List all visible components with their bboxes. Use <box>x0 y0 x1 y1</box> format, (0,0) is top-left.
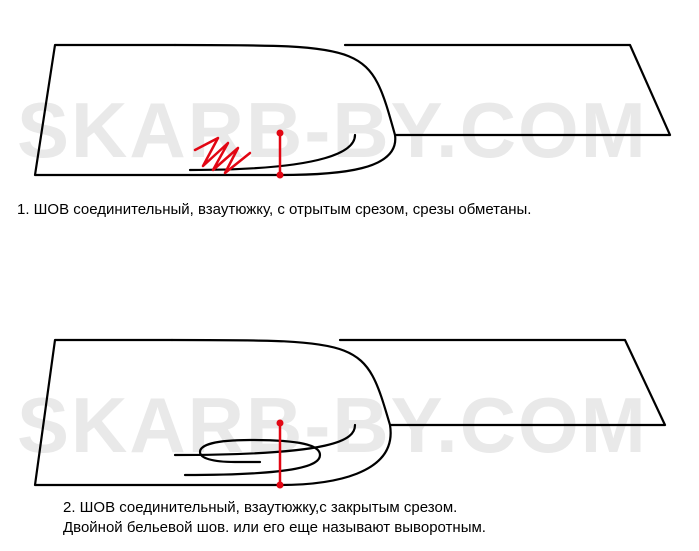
caption-2: 2. ШОВ соединительный, взаутюжку,с закры… <box>63 498 486 539</box>
d1-front-top <box>35 45 280 175</box>
d2-roll2 <box>185 440 320 475</box>
caption-1: 1. ШОВ соединительный, взаутюжку, с отры… <box>17 200 531 220</box>
d2-front-top <box>35 340 280 485</box>
d1-back-panel <box>345 45 670 135</box>
d1-accents <box>195 130 284 179</box>
d1-marker-dot-bottom <box>277 172 284 179</box>
diagram-seam-1 <box>0 0 699 200</box>
d2-marker-dot-bottom <box>277 482 284 489</box>
caption-2-line2: Двойной бельевой шов. или его еще называ… <box>63 519 486 536</box>
d1-zigzag <box>195 138 250 173</box>
diagram-seam-2 <box>0 290 699 500</box>
d2-accents <box>277 420 284 489</box>
d2-marker-dot-top <box>277 420 284 427</box>
caption-2-line1: 2. ШОВ соединительный, взаутюжку,с закры… <box>63 499 457 516</box>
d1-marker-dot-top <box>277 130 284 137</box>
d2-back-panel <box>340 340 665 425</box>
d2-front-curve <box>172 340 391 485</box>
